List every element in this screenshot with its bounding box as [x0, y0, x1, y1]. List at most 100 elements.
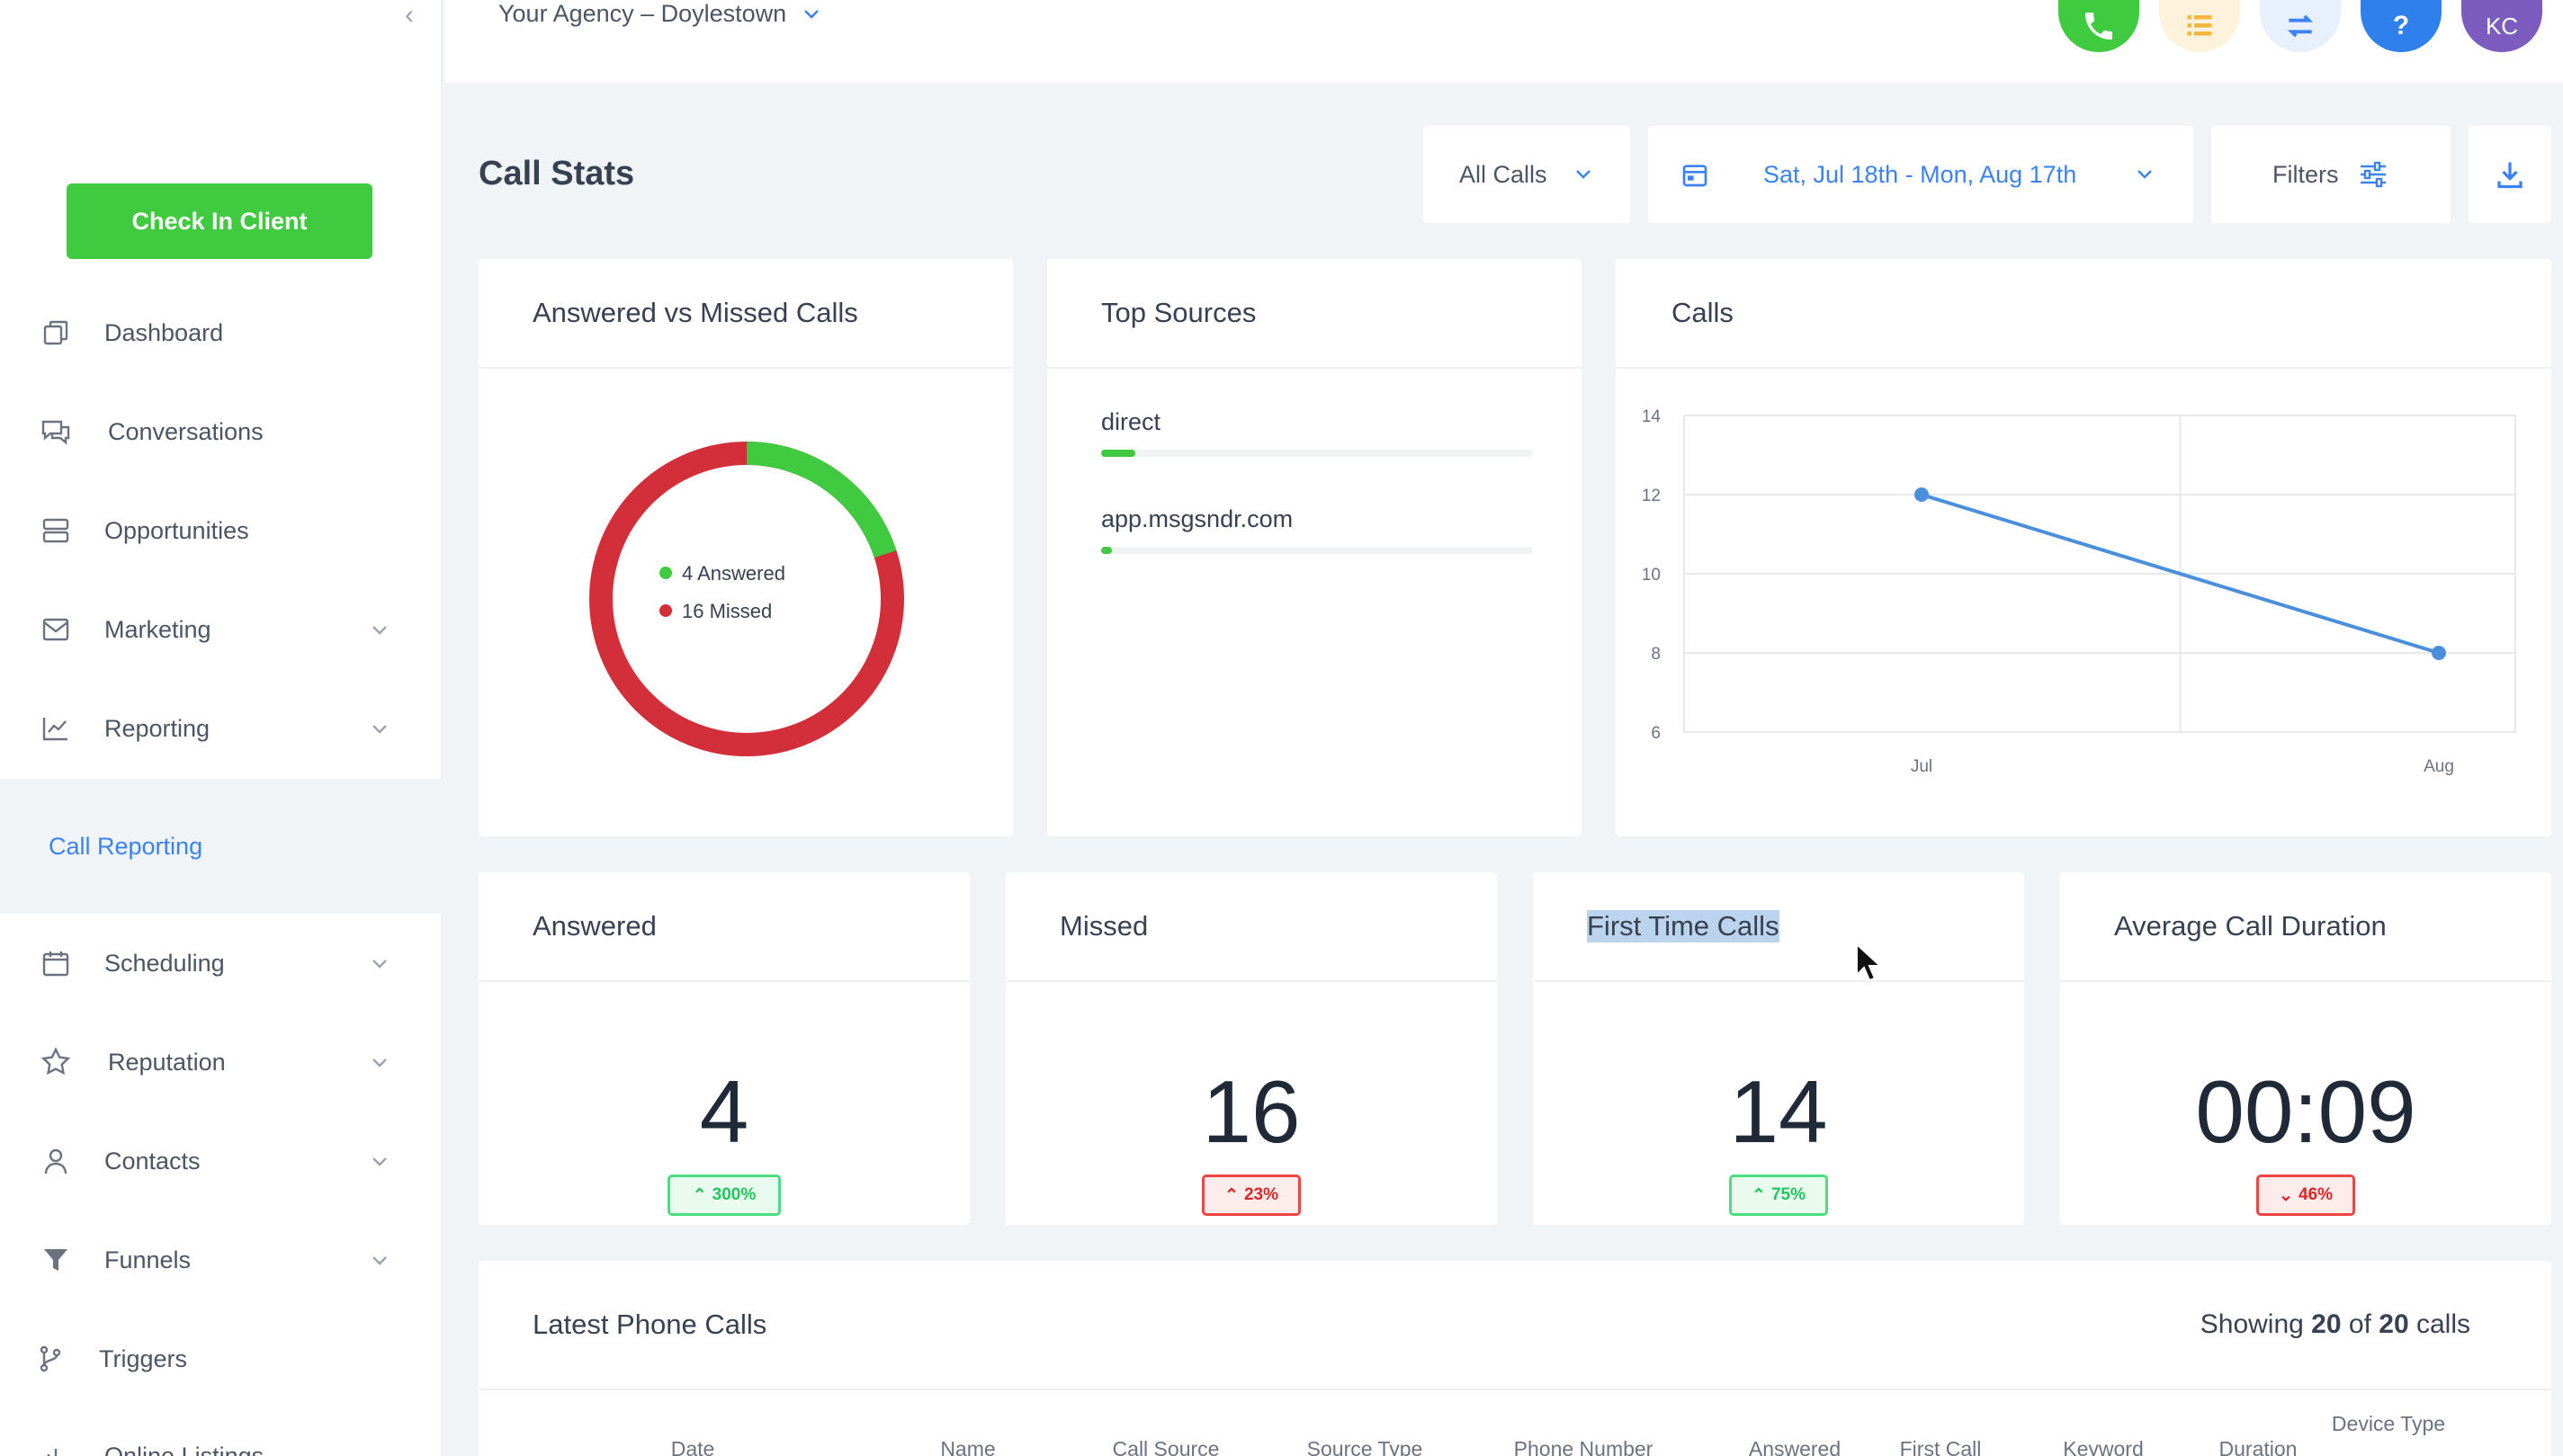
- arrow-up-icon: ⌃: [692, 1185, 707, 1205]
- sidebar-item-scheduling[interactable]: Scheduling: [0, 924, 443, 1003]
- answered-legend-label: 4 Answered: [682, 562, 785, 585]
- stat-label: First Time Calls: [1587, 910, 1779, 942]
- card-title: Top Sources: [1047, 259, 1582, 369]
- calls-line-chart: 14 12 10 8 6 Jul Aug: [1642, 407, 2516, 776]
- collapse-sidebar-icon[interactable]: ‹: [405, 0, 414, 30]
- copy-icon: [40, 317, 72, 349]
- phone-icon: [2085, 13, 2112, 40]
- chevron-down-icon[interactable]: [367, 1247, 392, 1273]
- sidebar-item-reputation[interactable]: Reputation: [0, 1023, 443, 1102]
- arrow-up-icon: ⌃: [1224, 1185, 1239, 1205]
- column-header-phone-number[interactable]: Phone Number: [1513, 1437, 1653, 1456]
- chevron-down-icon[interactable]: [367, 1148, 392, 1174]
- source-name: app.msgsndr.com: [1101, 505, 1294, 532]
- column-header-device-type[interactable]: Device Type: [2331, 1412, 2446, 1435]
- chevron-down-icon[interactable]: [367, 1050, 392, 1075]
- agency-name: Your Agency – Doylestown: [498, 0, 787, 27]
- sidebar-item-opportunities[interactable]: Opportunities: [0, 491, 443, 570]
- sidebar-item-label: Funnels: [104, 1246, 192, 1273]
- star-icon: [40, 1046, 72, 1078]
- top-sources-card: Top Sources direct app.msgsndr.com: [1047, 259, 1582, 836]
- answered-missed-donut: 4 Answered 16 Missed: [589, 442, 904, 756]
- average-call-duration-stat-card: Average Call Duration 00:09 ⌄ 46%: [2060, 872, 2551, 1225]
- answered-legend-dot: [659, 567, 672, 579]
- missed-legend-label: 16 Missed: [682, 600, 772, 622]
- answered-vs-missed-card: Answered vs Missed Calls 4 Answered 16 M…: [479, 259, 1013, 836]
- answered-slice: [589, 442, 904, 756]
- mail-icon: [40, 613, 72, 646]
- sidebar-item-dashboard[interactable]: Dashboard: [0, 293, 443, 372]
- y-tick-label: 8: [1651, 645, 1661, 664]
- date-range-value: Sat, Jul 18th - Mon, Aug 17th: [1763, 160, 2077, 188]
- agency-switcher[interactable]: Your Agency – Doylestown: [498, 0, 822, 28]
- calendar-icon: [40, 947, 72, 979]
- swap-arrows-icon: [2287, 14, 2314, 38]
- sidebar-item-marketing[interactable]: Marketing: [0, 590, 443, 669]
- sidebar-item-label: Opportunities: [104, 516, 249, 544]
- sidebar-item-triggers[interactable]: Triggers: [0, 1319, 443, 1398]
- arrow-up-icon: ⌃: [1752, 1185, 1766, 1205]
- calls-chart-card: Calls 14 12 10 8 6 Jul Aug: [1616, 259, 2551, 836]
- column-header-first-call[interactable]: First Call: [1899, 1437, 1982, 1456]
- sidebar-item-label: Scheduling: [104, 949, 225, 977]
- change-badge: ⌄ 46%: [2256, 1175, 2355, 1216]
- switch-button[interactable]: [2260, 0, 2341, 52]
- sidebar: ‹ Check In Client Dashboard Conversation…: [0, 0, 443, 1456]
- check-in-client-button[interactable]: Check In Client: [67, 183, 372, 259]
- chevron-down-icon[interactable]: [367, 951, 392, 976]
- sidebar-item-online-listings[interactable]: Online Listings: [0, 1416, 443, 1456]
- latest-phone-calls-card: Latest Phone Calls Showing 20 of 20 call…: [479, 1261, 2551, 1456]
- calendar-icon: [1682, 165, 1707, 187]
- missed-stat-card: Missed 16 ⌃ 23%: [1006, 872, 1497, 1225]
- column-header-call-source[interactable]: Call Source: [1112, 1437, 1220, 1456]
- sidebar-item-label: Dashboard: [104, 318, 224, 346]
- x-tick-label: Jul: [1911, 757, 1932, 776]
- phone-button[interactable]: [2058, 0, 2139, 52]
- column-header-name[interactable]: Name: [940, 1437, 996, 1456]
- card-title: Answered vs Missed Calls: [479, 259, 1013, 369]
- y-tick-label: 12: [1642, 487, 1661, 505]
- filters-label: Filters: [2272, 160, 2339, 188]
- data-point: [1914, 487, 1929, 502]
- arrow-down-icon: ⌄: [2279, 1185, 2293, 1205]
- branch-icon: [34, 1343, 67, 1375]
- download-button[interactable]: [2469, 126, 2551, 223]
- date-range-picker[interactable]: Sat, Jul 18th - Mon, Aug 17th: [1648, 126, 2193, 223]
- tasks-button[interactable]: [2159, 0, 2240, 52]
- column-header-answered[interactable]: Answered: [1748, 1437, 1842, 1456]
- column-header-keyword[interactable]: Keyword: [2063, 1437, 2144, 1456]
- stack-icon: [40, 514, 72, 547]
- help-button[interactable]: ?: [2361, 0, 2442, 52]
- call-filter-value: All Calls: [1459, 160, 1547, 188]
- column-header-duration[interactable]: Duration: [2218, 1437, 2298, 1456]
- stat-label-wrap: First Time Calls: [1533, 872, 2024, 982]
- mouse-cursor-icon: [1856, 942, 1883, 982]
- funnel-icon: [40, 1244, 72, 1276]
- source-bar-fill: [1101, 547, 1112, 554]
- column-header-date[interactable]: Date: [670, 1437, 715, 1456]
- avatar[interactable]: KC: [2461, 0, 2542, 52]
- y-tick-label: 10: [1642, 566, 1661, 585]
- sidebar-item-label: Conversations: [108, 417, 264, 445]
- sidebar-item-funnels[interactable]: Funnels: [0, 1220, 443, 1300]
- sidebar-item-contacts[interactable]: Contacts: [0, 1121, 443, 1201]
- stat-value: 14: [1729, 1062, 1828, 1161]
- stat-value: 16: [1202, 1062, 1301, 1161]
- answered-stat-card: Answered 4 ⌃ 300%: [479, 872, 970, 1225]
- sidebar-item-conversations[interactable]: Conversations: [0, 392, 443, 471]
- chevron-down-icon: [1575, 170, 1591, 179]
- sidebar-item-reporting[interactable]: Reporting: [0, 689, 443, 768]
- sidebar-item-label: Call Reporting: [49, 832, 203, 860]
- source-bar-fill: [1101, 450, 1136, 457]
- chevron-down-icon[interactable]: [367, 716, 392, 741]
- sidebar-item-label: Triggers: [99, 1344, 188, 1372]
- column-header-source-type[interactable]: Source Type: [1306, 1437, 1423, 1456]
- filters-button[interactable]: Filters: [2211, 126, 2451, 223]
- sidebar-item-call-reporting[interactable]: Call Reporting: [0, 779, 443, 914]
- all-calls-dropdown[interactable]: All Calls: [1423, 126, 1630, 223]
- stat-label: Answered: [479, 872, 970, 982]
- chevron-down-icon[interactable]: [367, 617, 392, 642]
- series-line: [1921, 493, 2440, 655]
- sidebar-item-label: Online Listings: [104, 1442, 264, 1456]
